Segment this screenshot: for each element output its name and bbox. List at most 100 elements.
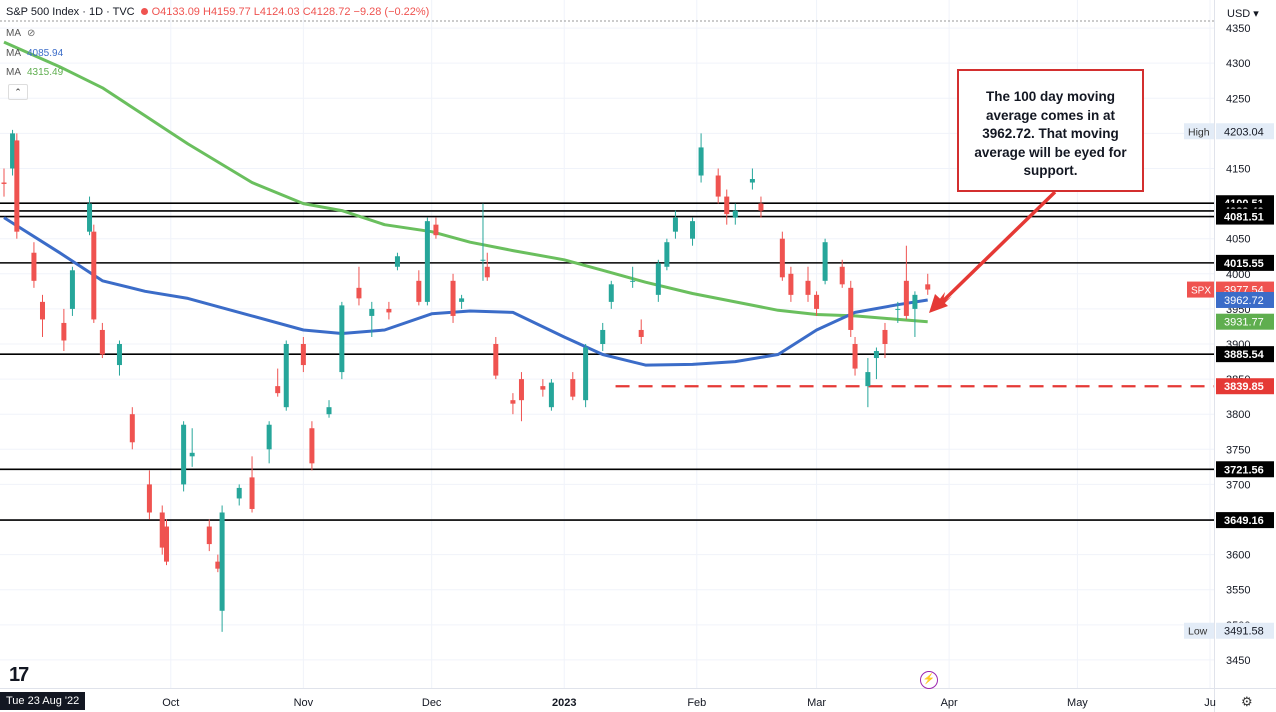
indicator-label: MA — [6, 67, 21, 78]
candle-body — [309, 428, 315, 464]
candle-body — [510, 400, 516, 404]
candle-body — [882, 329, 888, 344]
currency-label: USD — [1227, 8, 1251, 20]
candle-body — [189, 452, 195, 457]
candle-body — [249, 477, 255, 509]
annotation-arrowhead — [929, 294, 948, 313]
candle-body — [895, 308, 901, 310]
hl-value-bg — [1216, 123, 1274, 140]
y-tick-label: 4150 — [1226, 163, 1250, 175]
candle-body — [484, 266, 490, 278]
candle-body — [873, 351, 879, 359]
candle-body — [300, 344, 306, 366]
candle-body — [87, 203, 93, 232]
hl-value-bg — [1216, 622, 1274, 639]
candle-body — [215, 561, 221, 569]
candle-body — [912, 294, 918, 309]
symbol-tag: SPX — [1191, 286, 1211, 297]
x-tick-label: Nov — [294, 697, 314, 709]
candle-body — [236, 487, 242, 499]
candle-body — [146, 484, 152, 513]
hl-tag-bg — [1184, 123, 1214, 140]
candle-body — [903, 280, 909, 316]
candle-body — [758, 203, 764, 211]
candle-body — [480, 259, 486, 261]
candle-body — [164, 526, 170, 562]
level-label-bg — [1216, 254, 1274, 271]
candle-body — [266, 424, 272, 450]
indicator-value: 4315.49 — [27, 67, 64, 78]
hl-value: 4203.04 — [1224, 126, 1264, 138]
candle-body — [822, 242, 828, 281]
candle-body — [99, 329, 105, 355]
price-label: 3962.72 — [1224, 295, 1264, 307]
indicator-value: 4085.94 — [27, 48, 64, 59]
candle-body — [570, 379, 576, 397]
currency-selector[interactable]: USD ▾ — [1227, 8, 1259, 20]
ma200-line — [3, 40, 928, 324]
candle-body — [848, 287, 854, 330]
candle-body — [630, 280, 636, 282]
candle-body — [779, 238, 785, 278]
y-tick-label: 4300 — [1226, 58, 1250, 70]
candle-body — [865, 372, 871, 387]
collapse-chevron-icon[interactable]: ⌃ — [8, 84, 28, 100]
x-tick-label: 2023 — [552, 697, 576, 709]
candle-body — [206, 526, 212, 545]
y-tick-label: 4000 — [1226, 269, 1250, 281]
x-tick-label: May — [1067, 697, 1088, 709]
level-label-bg — [1216, 512, 1274, 529]
candle-body — [275, 386, 281, 394]
candle-body — [814, 294, 820, 309]
x-tick-label: Apr — [941, 697, 958, 709]
y-tick-label: 3550 — [1226, 585, 1250, 597]
market-status-icon — [140, 8, 148, 15]
candle-body — [219, 512, 225, 611]
candle-body — [424, 221, 430, 302]
gear-icon[interactable]: ⚙ — [1241, 694, 1253, 709]
indicator-ma-3[interactable]: MA 4315.49 — [6, 67, 63, 78]
hl-value: 3491.58 — [1224, 626, 1264, 638]
candle-body — [459, 298, 465, 302]
candle-body — [518, 379, 524, 401]
y-tick-label: 3450 — [1226, 655, 1250, 667]
crosshair-date-label: Tue 23 Aug '22 — [0, 692, 86, 710]
indicator-ma-2[interactable]: MA 4085.94 — [6, 48, 63, 59]
indicator-ma-1[interactable]: MA ⊘ — [6, 28, 35, 39]
y-tick-label: 3800 — [1226, 409, 1250, 421]
candle-body — [493, 344, 499, 376]
candle-body — [369, 308, 375, 316]
annotation-arrow — [940, 190, 1057, 304]
level-label-bg — [1216, 461, 1274, 478]
eye-off-icon[interactable]: ⊘ — [27, 28, 36, 39]
x-tick-label: Feb — [687, 697, 706, 709]
candle-body — [583, 347, 589, 401]
symbol-label[interactable]: S&P 500 Index · 1D · TVC — [6, 6, 135, 18]
tradingview-logo-icon[interactable]: 17 — [9, 664, 29, 686]
candle-body — [732, 210, 738, 218]
candle-body — [638, 329, 644, 337]
ohlc-low: L4124.03 — [253, 6, 300, 18]
candle-body — [715, 175, 721, 197]
lightning-icon[interactable]: ⚡ — [920, 671, 938, 689]
price-label-bg — [1216, 291, 1274, 308]
candle-body — [600, 329, 606, 344]
x-tick-label: Oct — [162, 697, 179, 709]
level-label: 3885.54 — [1224, 349, 1265, 361]
candle-body — [788, 273, 794, 295]
ohlc-close: C4128.72 — [302, 6, 351, 18]
x-tick-label: Dec — [422, 697, 442, 709]
candle-body — [129, 414, 135, 443]
candle-body — [664, 242, 670, 267]
candle-body — [1, 182, 7, 184]
y-tick-label: 3750 — [1226, 444, 1250, 456]
y-tick-label: 3700 — [1226, 479, 1250, 491]
level-label: 3839.85 — [1224, 381, 1264, 393]
x-tick-label: Ju — [1204, 697, 1216, 709]
level-label: 4015.55 — [1224, 258, 1264, 270]
level-label-bg — [1216, 346, 1274, 363]
candle-body — [672, 217, 678, 232]
level-label: 3649.16 — [1224, 515, 1264, 527]
candle-body — [181, 424, 187, 485]
